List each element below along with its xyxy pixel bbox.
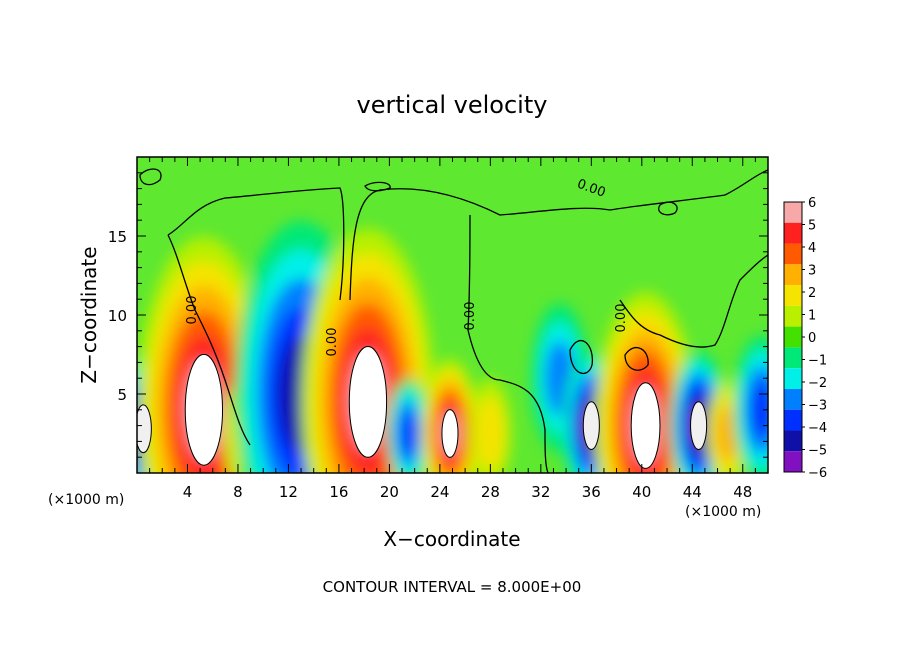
zero-contour-right <box>619 254 768 348</box>
colorbar-swatch-8 <box>784 368 802 389</box>
colorbar-label-3: 3 <box>808 264 816 279</box>
zero-contour-upper <box>167 169 768 301</box>
field-feature-5-level-4 <box>399 411 417 456</box>
x-tick-label-8: 8 <box>233 483 243 501</box>
colorbar-label-11: −5 <box>808 444 827 459</box>
velocity-field: 0.000.000.000.000.00 <box>137 157 768 473</box>
field-feature-12-level-3 <box>717 406 739 461</box>
contour-interval-note: CONTOUR INTERVAL = 8.000E+00 <box>323 578 582 596</box>
x-tick-label-24: 24 <box>430 483 449 501</box>
x-tick-label-4: 4 <box>183 483 193 501</box>
colorbar-label-5: 1 <box>808 309 816 324</box>
colorbar: 6 5 4 3 2 1 0 −1 −2 −3 −4 −5 −6 <box>783 196 827 481</box>
colorbar-label-10: −4 <box>808 421 827 436</box>
y-tick-label-10: 10 <box>108 307 127 325</box>
y-tick-label-15: 15 <box>108 228 127 246</box>
x-axis-label: X−coordinate <box>383 527 520 551</box>
contour-label-0: 0.00 <box>185 296 200 325</box>
y-axis: 5 10 15 <box>108 172 768 458</box>
field-feature-13-level-4 <box>750 379 768 440</box>
colorbar-label-9: −3 <box>808 399 827 414</box>
x-tick-label-12: 12 <box>279 483 298 501</box>
x-tick-label-20: 20 <box>380 483 399 501</box>
y-tick-label-5: 5 <box>117 386 127 404</box>
colorbar-swatch-9 <box>784 388 802 410</box>
x-tick-label-36: 36 <box>582 483 601 501</box>
zero-contour-top-small <box>139 168 678 216</box>
colorbar-label-2: 4 <box>808 241 816 256</box>
colorbar-label-1: 5 <box>808 219 816 234</box>
colorbar-swatch-11 <box>784 430 802 452</box>
x-tick-label-32: 32 <box>531 483 550 501</box>
x-unit-left: (×1000 m) <box>48 492 124 508</box>
zero-contour-lowright <box>569 340 649 375</box>
colorbar-swatch-1 <box>784 222 802 244</box>
colorbar-label-0: 6 <box>808 196 816 211</box>
colorbar-label-8: −2 <box>808 376 827 391</box>
x-unit-right: (×1000 m) <box>685 504 761 520</box>
colorbar-swatch-10 <box>784 409 802 431</box>
x-tick-label-44: 44 <box>683 483 702 501</box>
x-tick-label-16: 16 <box>329 483 348 501</box>
colorbar-swatch-5 <box>784 305 802 327</box>
x-axis: 4 8 12 16 20 24 28 32 36 40 44 48 <box>149 157 756 501</box>
colorbar-label-7: −1 <box>808 354 827 369</box>
x-tick-label-28: 28 <box>481 483 500 501</box>
field-core-4 <box>348 346 388 458</box>
colorbar-swatch-4 <box>784 285 802 306</box>
zero-contour-mid <box>467 214 549 473</box>
field-core-1 <box>184 353 224 466</box>
x-tick-label-40: 40 <box>632 483 651 501</box>
chart-title: vertical velocity <box>357 91 548 119</box>
colorbar-label-4: 2 <box>808 286 816 301</box>
contour-label-2: 0.00 <box>463 302 478 331</box>
contour-label-1: 0.00 <box>325 328 340 357</box>
field-core-0 <box>137 404 152 454</box>
y-axis-label: Z−coordinate <box>77 246 101 383</box>
colorbar-swatch-7 <box>784 347 802 369</box>
colorbar-swatch-6 <box>784 326 802 348</box>
colorbar-swatch-3 <box>784 264 802 286</box>
colorbar-label-6: 0 <box>808 331 816 346</box>
field-core-10 <box>630 382 661 469</box>
zero-contour-left <box>167 234 251 446</box>
colorbar-swatch-2 <box>784 243 802 265</box>
colorbar-label-12: −6 <box>808 466 827 481</box>
colorbar-swatch-12 <box>784 451 802 472</box>
field-core-9 <box>582 401 600 450</box>
field-feature-7-level-2 <box>476 396 505 471</box>
contour-label-4: 0.00 <box>614 304 629 333</box>
colorbar-swatch-0 <box>784 202 802 223</box>
field-core-6 <box>441 409 459 458</box>
x-tick-label-48: 48 <box>733 483 752 501</box>
field-core-11 <box>690 401 708 450</box>
